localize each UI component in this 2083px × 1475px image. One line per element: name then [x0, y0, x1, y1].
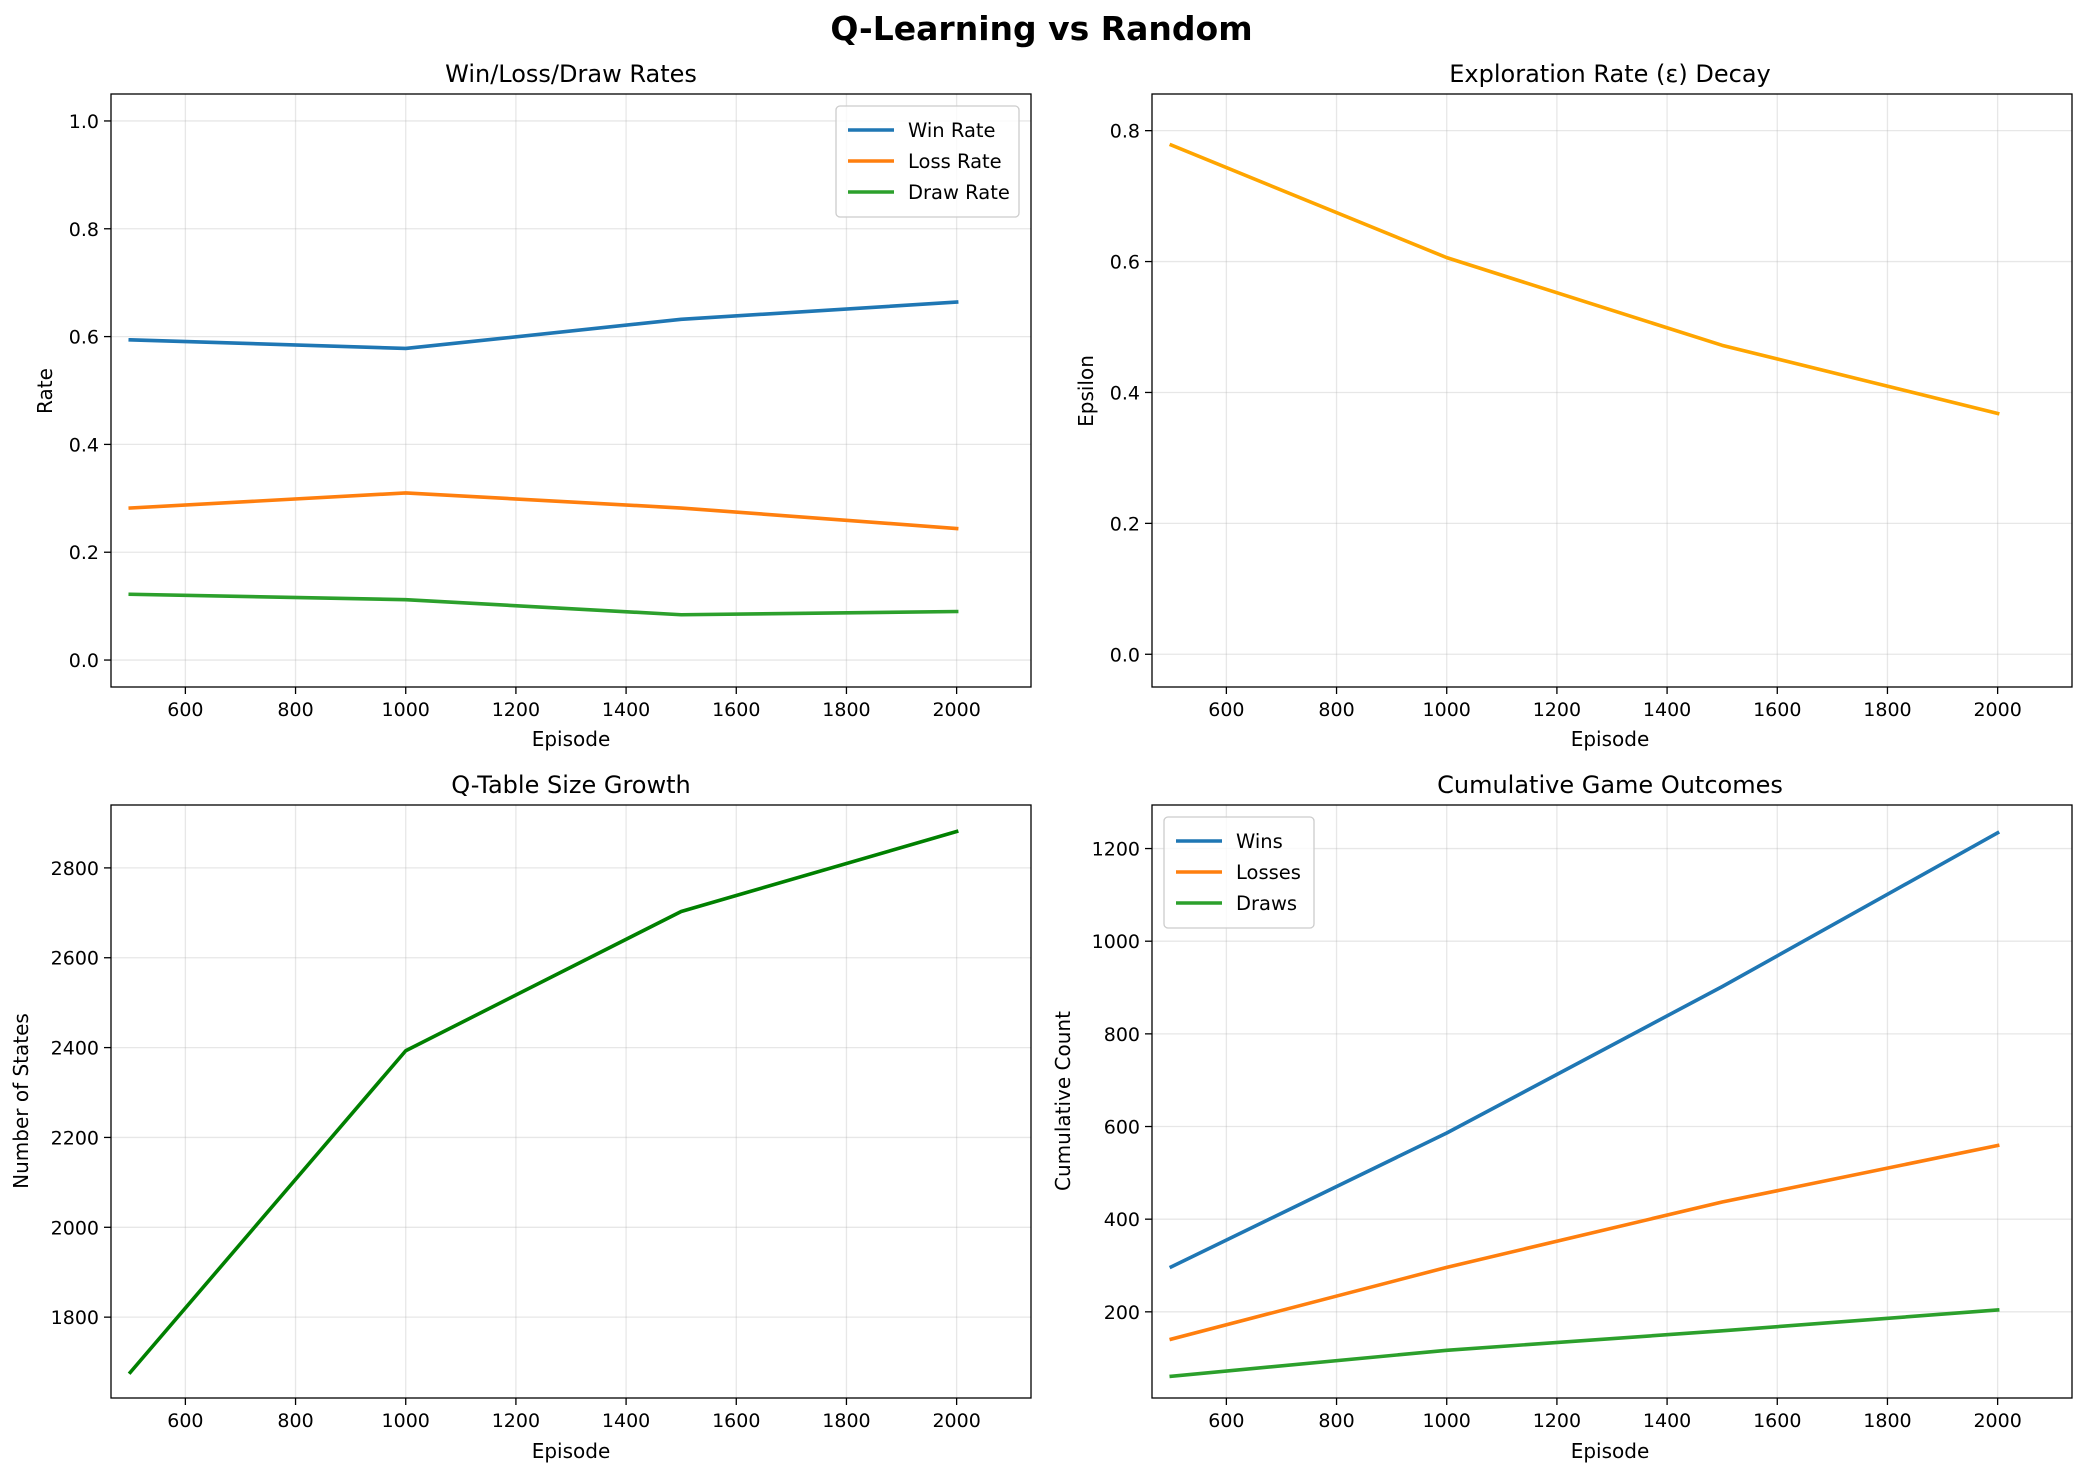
qtable-axes-frame — [110, 804, 1032, 1399]
epsilon-xtick-label: 600 — [1208, 699, 1244, 721]
cumulative-xlabel: Episode — [1571, 1439, 1650, 1463]
cumulative-legend: Wins Losses Draws — [1163, 816, 1315, 929]
cumulative-xtick-label: 1200 — [1533, 1410, 1581, 1432]
qtable-title: Q-Table Size Growth — [451, 771, 690, 799]
rates-legend: Win Rate Loss Rate Draw Rate — [835, 105, 1020, 218]
qtable-ytick-label: 2200 — [51, 1127, 99, 1149]
epsilon-ytick-label: 0.6 — [1110, 252, 1140, 274]
epsilon-plot: 600 800 1000 1200 1400 1600 1800 2000 0.0 0.2 0.4 0… — [1110, 93, 2073, 721]
qtable-ytick-label: 2400 — [51, 1038, 99, 1060]
rates-xtick-label: 1000 — [382, 699, 430, 721]
qtable-ytick-label: 2600 — [51, 948, 99, 970]
cumulative-xtick-label: 1600 — [1753, 1410, 1801, 1432]
rates-series-line-win-rate — [128, 300, 959, 351]
epsilon-xtick-label: 1200 — [1533, 699, 1581, 721]
qtable-xlabel: Episode — [532, 1439, 611, 1463]
cumulative-ytick-label: 800 — [1104, 1024, 1140, 1046]
cumulative-legend-label-losses: Losses — [1236, 861, 1301, 884]
cumulative-xtick-label: 1000 — [1423, 1410, 1471, 1432]
rates-xtick-label: 2000 — [932, 699, 980, 721]
rates-ytick-label: 0.8 — [69, 219, 99, 241]
rates-xlabel: Episode — [532, 727, 611, 751]
qtable-plot: 600 800 1000 1200 1400 1600 1800 2000 1800 2000 22… — [51, 804, 1032, 1432]
rates-ytick-label: 0.0 — [69, 650, 99, 672]
qtable-xtick-label: 1800 — [822, 1410, 870, 1432]
rates-plot: 600 800 1000 1200 1400 1600 1800 2000 0.0 0.2 0.4 0… — [69, 93, 1032, 721]
epsilon-xtick-label: 1600 — [1753, 699, 1801, 721]
rates-panel: Win/Loss/Draw Rates Episode Rate 600 800 1… — [33, 60, 1032, 751]
qtable-ytick-label: 2000 — [51, 1217, 99, 1239]
qtable-xtick-label: 1400 — [602, 1410, 650, 1432]
rates-axes-frame — [110, 93, 1032, 688]
epsilon-xtick-label: 1400 — [1643, 699, 1691, 721]
rates-ytick-label: 0.6 — [69, 327, 99, 349]
cumulative-series-line-draws — [1169, 1308, 2000, 1379]
cumulative-ytick-label: 600 — [1104, 1117, 1140, 1139]
cumulative-xtick-label: 800 — [1318, 1410, 1354, 1432]
qtable-xtick-label: 600 — [167, 1410, 203, 1432]
qtable-ytick-label: 2800 — [51, 858, 99, 880]
epsilon-xtick-label: 1000 — [1423, 699, 1471, 721]
cumulative-xtick-label: 1400 — [1643, 1410, 1691, 1432]
cumulative-legend-box — [1163, 816, 1315, 929]
cumulative-xtick-label: 600 — [1208, 1410, 1244, 1432]
rates-xtick-label: 600 — [167, 699, 203, 721]
cumulative-xtick-label: 2000 — [1973, 1410, 2021, 1432]
cumulative-axes-frame — [1151, 804, 2073, 1399]
rates-series-line-loss-rate — [128, 491, 959, 531]
cumulative-series-line-wins — [1168, 830, 2001, 1270]
rates-xtick-label: 1800 — [822, 699, 870, 721]
cumulative-legend-label-wins: Wins — [1236, 830, 1283, 853]
qtable-xtick-label: 2000 — [932, 1410, 980, 1432]
rates-xtick-label: 1200 — [492, 699, 540, 721]
epsilon-xtick-label: 800 — [1318, 699, 1354, 721]
rates-ylabel: Rate — [33, 368, 57, 414]
qtable-panel: Q-Table Size Growth Episode Number of St… — [9, 771, 1032, 1463]
rates-ytick-label: 0.2 — [69, 542, 99, 564]
epsilon-ytick-label: 0.8 — [1110, 121, 1140, 143]
epsilon-xtick-label: 1800 — [1863, 699, 1911, 721]
cumulative-ylabel: Cumulative Count — [1051, 1011, 1075, 1191]
epsilon-xtick-label: 2000 — [1973, 699, 2021, 721]
qtable-ylabel: Number of States — [9, 1013, 33, 1189]
epsilon-ytick-label: 0.2 — [1110, 513, 1140, 535]
epsilon-xlabel: Episode — [1571, 727, 1650, 751]
qtable-xtick-label: 800 — [277, 1410, 313, 1432]
epsilon-ytick-label: 0.4 — [1110, 382, 1140, 404]
cumulative-panel: Cumulative Game Outcomes Episode Cumulat… — [1051, 771, 2073, 1463]
cumulative-xtick-label: 1800 — [1863, 1410, 1911, 1432]
rates-legend-label-draw-rate: Draw Rate — [908, 181, 1010, 204]
rates-series-line-draw-rate — [128, 592, 959, 617]
rates-legend-label-loss-rate: Loss Rate — [908, 150, 1002, 173]
qtable-xtick-label: 1000 — [382, 1410, 430, 1432]
rates-legend-label-win-rate: Win Rate — [908, 119, 996, 142]
cumulative-series-line-losses — [1169, 1143, 2000, 1342]
cumulative-plot: 600 800 1000 1200 1400 1600 1800 2000 200 400 600 8… — [1092, 804, 2073, 1432]
qtable-series-line-0 — [127, 829, 959, 1375]
rates-xtick-label: 1600 — [712, 699, 760, 721]
cumulative-legend-label-draws: Draws — [1236, 892, 1297, 915]
cumulative-ytick-label: 200 — [1104, 1302, 1140, 1324]
epsilon-ylabel: Epsilon — [1074, 355, 1098, 427]
cumulative-title: Cumulative Game Outcomes — [1437, 771, 1783, 799]
epsilon-title: Exploration Rate (ε) Decay — [1449, 60, 1770, 88]
rates-ytick-label: 1.0 — [69, 111, 99, 133]
epsilon-panel: Exploration Rate (ε) Decay Episode Epsil… — [1074, 60, 2073, 751]
figure-title: Q-Learning vs Random — [830, 9, 1252, 48]
qtable-xtick-label: 1200 — [492, 1410, 540, 1432]
epsilon-axes-frame — [1151, 93, 2073, 688]
cumulative-ytick-label: 400 — [1104, 1209, 1140, 1231]
cumulative-ytick-label: 1200 — [1092, 839, 1140, 861]
qtable-ytick-label: 1800 — [51, 1307, 99, 1329]
rates-ytick-label: 0.4 — [69, 434, 99, 456]
rates-xtick-label: 800 — [277, 699, 313, 721]
epsilon-ytick-label: 0.0 — [1110, 644, 1140, 666]
rates-xtick-label: 1400 — [602, 699, 650, 721]
qtable-xtick-label: 1600 — [712, 1410, 760, 1432]
rates-legend-box — [835, 105, 1020, 218]
epsilon-series-line-0 — [1168, 142, 2000, 416]
rates-title: Win/Loss/Draw Rates — [445, 60, 697, 88]
cumulative-ytick-label: 1000 — [1092, 931, 1140, 953]
